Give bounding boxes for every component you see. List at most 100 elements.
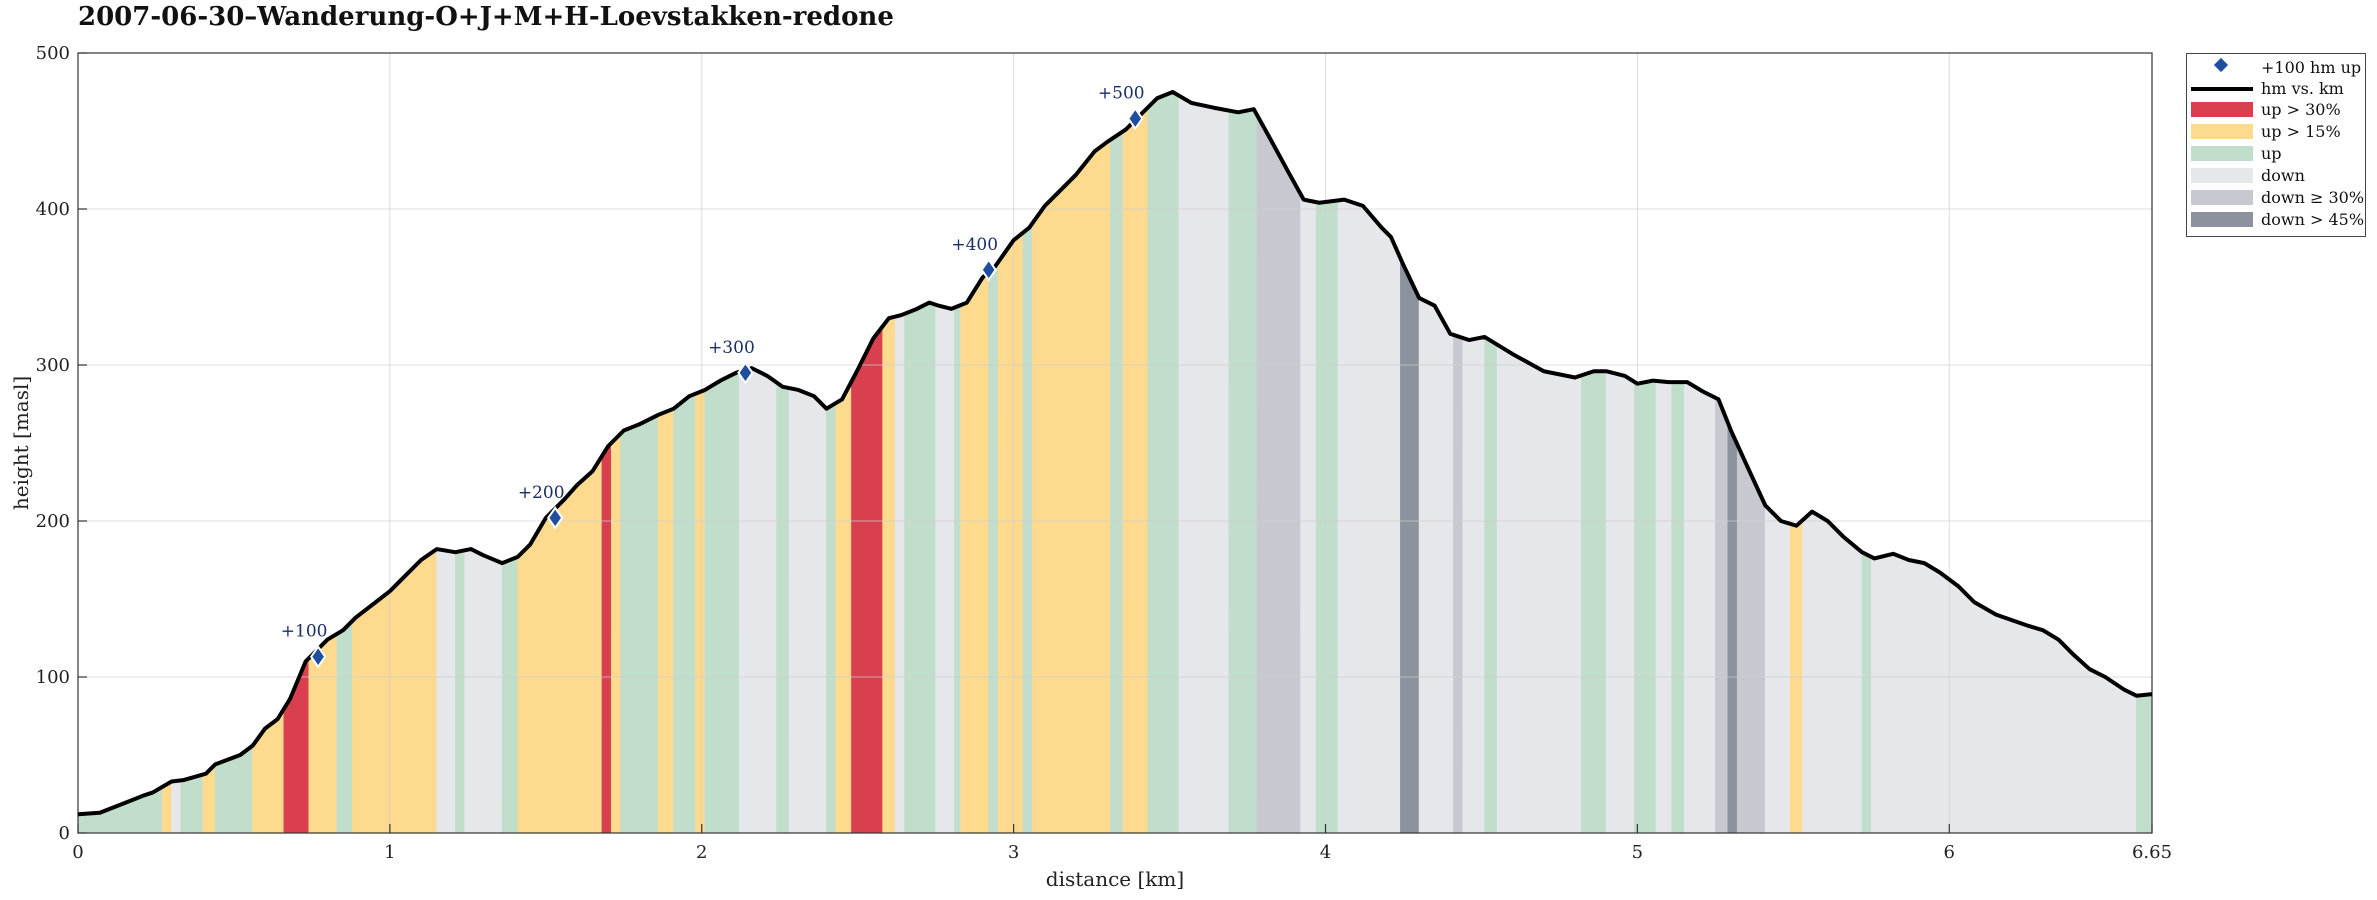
segment-down30	[1453, 334, 1464, 834]
hm-marker: +400	[951, 235, 998, 282]
segment-up	[1671, 381, 1685, 834]
segment-up	[1228, 108, 1258, 834]
segment-up	[1484, 336, 1498, 834]
color-swatch	[2191, 168, 2253, 183]
segment-up15	[1032, 139, 1111, 834]
segment-up	[2136, 693, 2153, 834]
segment-up	[1580, 370, 1607, 834]
segment-down	[436, 548, 456, 834]
segment-down	[1802, 511, 1863, 834]
segment-up30	[851, 325, 883, 834]
segment-up15	[882, 316, 896, 834]
grid-lines	[78, 53, 2152, 833]
color-swatch	[2191, 212, 2253, 227]
color-swatch	[2191, 146, 2253, 161]
x-tick-label: 6.65	[2132, 842, 2172, 863]
segment-up30	[601, 442, 612, 834]
segment-down	[738, 367, 777, 834]
legend-item-marker: +100 hm up	[2191, 57, 2361, 77]
y-tick-label: 200	[36, 511, 70, 532]
hm-marker-label: +400	[951, 235, 998, 255]
hm-marker-label: +300	[708, 338, 755, 358]
legend-item-down45: down > 45%	[2191, 209, 2365, 229]
segment-up	[455, 549, 466, 834]
x-tick-label: 4	[1320, 842, 1331, 863]
legend-label: up	[2261, 144, 2282, 163]
x-tick-label: 3	[1008, 842, 1019, 863]
x-tick-label: 5	[1632, 842, 1643, 863]
segment-down	[894, 313, 905, 834]
segment-up15	[352, 548, 437, 834]
segment-up	[620, 414, 659, 834]
diamond-marker-icon	[1127, 106, 1144, 131]
segment-down	[1605, 370, 1635, 834]
hm-marker: +500	[1098, 84, 1145, 131]
segment-up15	[997, 232, 1024, 834]
segment-down	[1178, 95, 1230, 834]
segment-down	[1496, 344, 1582, 834]
legend-label: up > 15%	[2261, 122, 2341, 141]
segment-down	[935, 304, 955, 834]
segment-down	[1871, 553, 2137, 834]
x-tick-label: 6	[1944, 842, 1955, 863]
legend-item-down: down	[2191, 165, 2361, 185]
legend-label: +100 hm up	[2261, 58, 2362, 77]
diamond-marker-icon	[546, 506, 564, 530]
legend-item-line: hm vs. km	[2191, 78, 2361, 98]
x-axis-label: distance [km]	[1046, 867, 1184, 891]
segment-up15	[517, 455, 603, 834]
y-tick-label: 300	[36, 355, 70, 376]
y-tick-label: 0	[59, 823, 70, 844]
segment-down	[1683, 381, 1716, 834]
height-profile-line	[77, 90, 2153, 817]
segment-up	[776, 381, 790, 834]
segment-up	[988, 261, 999, 834]
segment-up	[1861, 551, 1872, 834]
diamond-marker-icon	[309, 644, 327, 669]
segment-down	[1764, 504, 1791, 834]
segment-up	[1147, 91, 1180, 834]
plot-frame	[77, 52, 2153, 834]
color-swatch	[2191, 190, 2253, 205]
legend-item-down30: down ≥ 30%	[2191, 187, 2365, 207]
segment-up15	[161, 780, 172, 834]
segment-up15	[835, 381, 852, 834]
legend-item-up: up	[2191, 143, 2361, 163]
segment-up	[704, 371, 740, 834]
hm-marker: +200	[518, 483, 565, 530]
segment-up15	[611, 432, 621, 834]
segment-down45	[1400, 258, 1420, 834]
legend-item-up15: up > 15%	[2191, 121, 2361, 141]
x-tick-label: 0	[72, 842, 83, 863]
legend-label: down > 45%	[2261, 210, 2365, 229]
segment-down	[1300, 192, 1317, 834]
segment-down30	[1736, 444, 1766, 834]
diamond-marker-icon	[2213, 57, 2229, 73]
segment-down	[1418, 297, 1454, 834]
legend-label: down	[2261, 166, 2305, 185]
segment-down	[1337, 199, 1401, 834]
gradient-segments	[77, 91, 2153, 834]
diamond-marker-icon	[737, 361, 754, 385]
segment-up	[336, 620, 353, 834]
segment-down30	[1715, 397, 1729, 834]
segment-down30	[1256, 113, 1301, 834]
y-tick-label: 400	[36, 199, 70, 220]
segment-down	[171, 780, 182, 834]
color-swatch	[2191, 102, 2253, 117]
chart-title: 2007-06-30–Wanderung-O+J+M+H-Loevstakken…	[78, 2, 894, 32]
segment-up	[904, 302, 936, 834]
hm-markers: +100 +200 +300 +400 +500	[281, 84, 1145, 669]
segment-down	[788, 387, 827, 834]
hm-marker: +300	[708, 338, 755, 385]
legend-item-up30: up > 30%	[2191, 99, 2361, 119]
legend-label: hm vs. km	[2261, 79, 2344, 98]
hm-marker-label: +200	[518, 483, 565, 503]
segment-up	[1022, 222, 1033, 834]
legend-label: down ≥ 30%	[2261, 188, 2365, 207]
segment-up	[180, 774, 204, 834]
y-tick-label: 500	[36, 43, 70, 64]
segment-down	[1655, 380, 1673, 834]
segment-up15	[308, 633, 338, 834]
